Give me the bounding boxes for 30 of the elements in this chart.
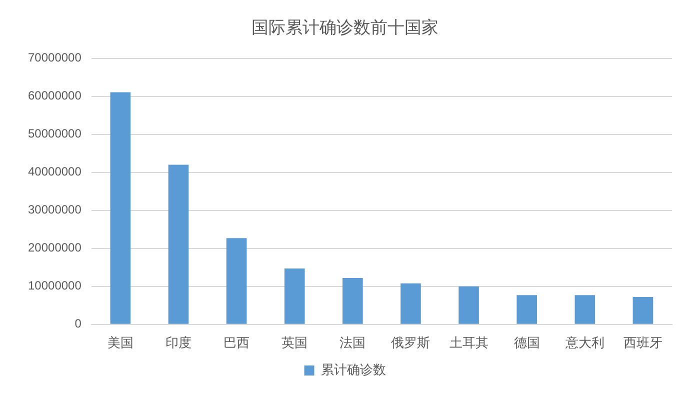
y-tick-label: 50000000 [28, 126, 82, 141]
bar [458, 286, 479, 324]
x-tick-label: 意大利 [564, 334, 604, 350]
x-tick-label: 英国 [282, 334, 308, 350]
bar [516, 295, 538, 324]
bar [110, 92, 131, 324]
bar [226, 238, 247, 324]
y-tick-label: 70000000 [28, 50, 82, 65]
x-tick-label: 西班牙 [623, 334, 662, 350]
y-tick-label: 40000000 [28, 164, 82, 179]
y-tick-label: 30000000 [28, 202, 82, 217]
x-tick-label: 土耳其 [449, 334, 488, 350]
x-tick-label: 俄罗斯 [391, 334, 430, 350]
bar [574, 295, 596, 324]
legend-label: 累计确诊数 [320, 362, 386, 378]
bar [400, 283, 421, 324]
bar [632, 297, 654, 324]
x-tick-label: 德国 [514, 334, 540, 350]
y-tick-label: 10000000 [28, 278, 82, 293]
bar [284, 268, 305, 324]
chart-title: 国际累计确诊数前十国家 [252, 18, 438, 37]
bar [342, 278, 363, 324]
y-tick-label: 60000000 [28, 88, 82, 103]
x-tick-label: 印度 [165, 334, 192, 350]
bar [168, 164, 189, 324]
x-tick-label: 美国 [107, 334, 134, 350]
x-tick-label: 法国 [340, 334, 366, 350]
x-tick-label: 巴西 [224, 334, 250, 350]
y-tick-label: 20000000 [28, 240, 82, 255]
y-tick-label: 0 [74, 316, 82, 331]
